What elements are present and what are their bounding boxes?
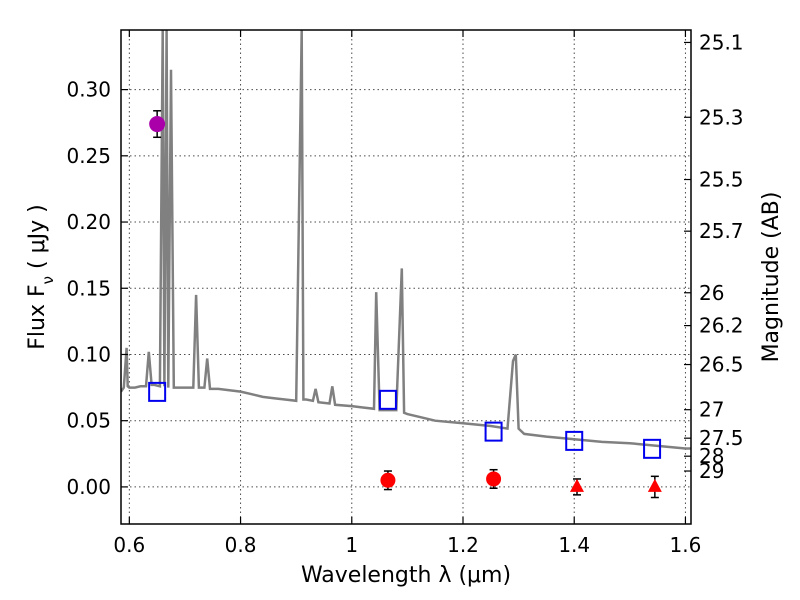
upper-limit-triangle xyxy=(647,478,662,492)
y-tick-label: 0.10 xyxy=(66,342,111,366)
y2-tick-label: 25.7 xyxy=(699,219,744,243)
y-tick-label: 0.20 xyxy=(66,210,111,234)
x-tick-label: 1.4 xyxy=(558,533,590,557)
y2-tick-label: 26 xyxy=(699,281,724,305)
y2-tick-label: 27 xyxy=(699,398,724,422)
upper-limit-triangle xyxy=(570,478,584,492)
y-axis-label-subscript: ν xyxy=(39,276,57,284)
y-tick-label: 0.15 xyxy=(66,276,111,300)
y-axis-label: Flux Fν ( μJy ) xyxy=(25,204,57,349)
y-axis-label-unit: ( μJy ) xyxy=(25,204,50,276)
model-photometry-square xyxy=(148,381,167,402)
y2-tick-label: 29 xyxy=(699,459,724,483)
plot-background xyxy=(121,30,691,524)
plot-area xyxy=(121,30,691,499)
plot-frame xyxy=(120,29,692,525)
x-axis-label: Wavelength λ (μm) xyxy=(301,563,511,588)
y2-tick-label: 28 xyxy=(699,444,724,468)
data-markers xyxy=(148,110,662,499)
x-tick-label: 1 xyxy=(345,533,358,557)
x-tick-label: 0.8 xyxy=(225,533,257,557)
axis-ticks: 0.6 0.8 1 1.2 1.4 1.6 0.00 0.05 0.10 0.15 0.20 0.25… xyxy=(66,30,744,557)
y2-tick-label: 26.2 xyxy=(699,314,744,338)
y-tick-label: 0.30 xyxy=(66,78,111,102)
secondary-y-axis-label: Magnitude (AB) xyxy=(759,192,784,363)
y-tick-label: 0.25 xyxy=(66,144,111,168)
model-photometry-square xyxy=(565,430,584,451)
grid-lines xyxy=(121,30,691,524)
y2-tick-label: 25.3 xyxy=(699,105,744,129)
y-tick-label: 0.00 xyxy=(66,475,111,499)
y2-tick-label: 26.5 xyxy=(699,353,744,377)
y2-tick-label: 25.1 xyxy=(699,30,744,54)
y2-tick-label: 27.5 xyxy=(699,426,744,450)
x-tick-label: 0.6 xyxy=(113,533,145,557)
detection-circle xyxy=(486,471,502,487)
model-photometry-square xyxy=(643,438,662,459)
first-band-circle xyxy=(149,116,166,133)
x-tick-label: 1.2 xyxy=(447,533,479,557)
model-photometry-square xyxy=(378,389,397,410)
x-tick-label: 1.6 xyxy=(670,533,702,557)
y-axis-label-main: Flux F xyxy=(25,284,50,349)
detection-circle xyxy=(380,472,396,488)
model-photometry-square xyxy=(484,421,503,442)
y-tick-label: 0.05 xyxy=(66,409,111,433)
y2-tick-label: 25.5 xyxy=(699,168,744,192)
